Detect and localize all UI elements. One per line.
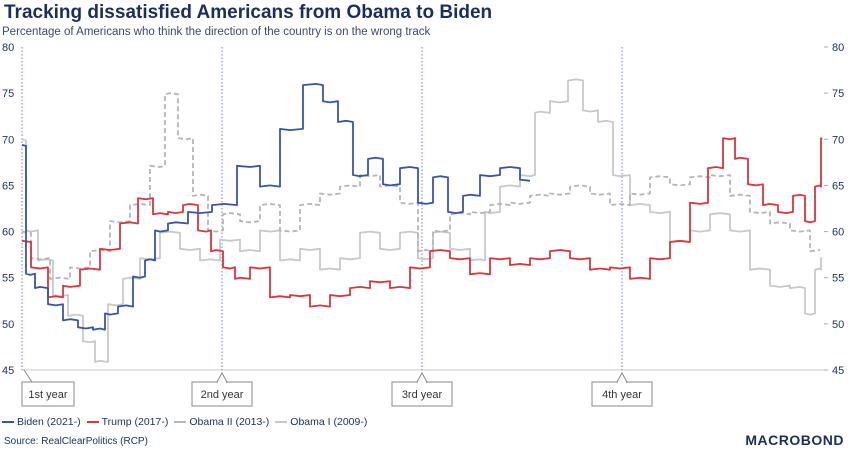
annotation-pointer xyxy=(416,371,428,383)
legend-item: Obama II (2013-) xyxy=(174,416,269,428)
legend-swatch xyxy=(86,421,99,423)
legend-swatch xyxy=(2,421,14,423)
y-tick-label-right: 55 xyxy=(832,273,844,285)
y-tick-label-left: 70 xyxy=(2,134,14,146)
year-annotation-box xyxy=(591,381,653,407)
y-tick-label-left: 45 xyxy=(2,365,14,377)
year-annotation-label: 2nd year xyxy=(201,389,244,401)
year-annotation-label: 4th year xyxy=(602,389,642,401)
y-tick-label-right: 80 xyxy=(832,42,844,54)
y-tick-label-right: 75 xyxy=(832,88,844,100)
y-tick-label-left: 80 xyxy=(2,42,14,54)
year-annotation-label: 1st year xyxy=(28,389,67,401)
y-tick-label-right: 45 xyxy=(832,365,844,377)
chart-title: Tracking dissatisfied Americans from Oba… xyxy=(4,2,493,23)
legend-swatch xyxy=(174,421,187,423)
source-note: Source: RealClearPolitics (RCP) xyxy=(4,436,148,447)
y-tick-label-right: 50 xyxy=(832,319,844,331)
legend-label: Trump (2017-) xyxy=(101,416,169,428)
annotation-pointer xyxy=(216,371,228,383)
legend-item: Obama I (2009-) xyxy=(275,416,367,428)
annotation-pointer xyxy=(616,371,628,383)
legend-label: Obama II (2013-) xyxy=(189,416,270,428)
macrobond-logo: MACROBOND xyxy=(745,432,844,448)
annotation-pointer xyxy=(23,369,42,383)
series-line-obama-1 xyxy=(21,78,823,363)
y-tick-label-left: 65 xyxy=(2,180,14,192)
y-tick-label-right: 60 xyxy=(832,227,844,239)
y-tick-label-left: 60 xyxy=(2,227,14,239)
series-line-obama-2 xyxy=(21,92,821,280)
legend-label: Obama I (2009-) xyxy=(290,416,368,428)
series-line-biden xyxy=(21,83,531,331)
series-line-trump xyxy=(21,137,823,308)
legend-label: Biden (2021-) xyxy=(17,416,81,428)
chart-subtitle: Percentage of Americans who think the di… xyxy=(2,26,431,38)
year-annotation-box xyxy=(391,381,453,407)
y-tick-label-left: 50 xyxy=(2,319,14,331)
y-tick-label-left: 55 xyxy=(2,273,14,285)
legend: Biden (2021-) Trump (2017-) Obama II (2013… xyxy=(2,416,367,428)
y-tick-label-right: 70 xyxy=(832,134,844,146)
legend-item: Trump (2017-) xyxy=(86,416,169,428)
y-tick-label-left: 75 xyxy=(2,88,14,100)
year-annotation-label: 3rd year xyxy=(402,389,443,401)
year-annotation-box xyxy=(21,381,75,407)
legend-item: Biden (2021-) xyxy=(2,416,81,428)
legend-swatch xyxy=(275,421,288,423)
y-tick-label-right: 65 xyxy=(832,180,844,192)
